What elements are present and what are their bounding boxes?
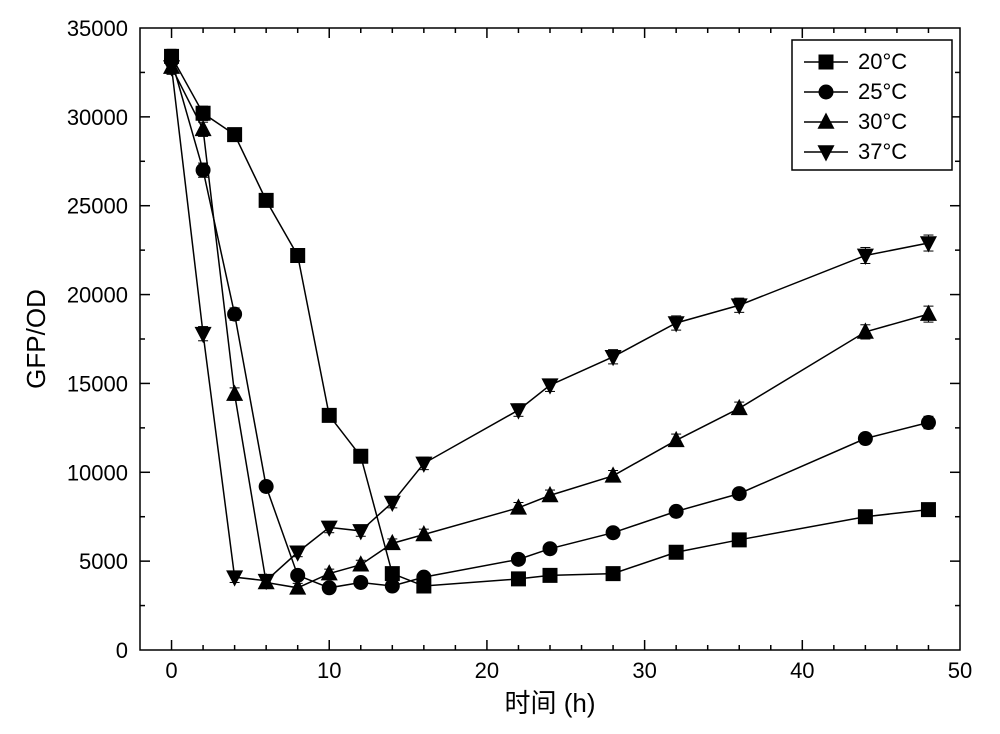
chart-container: 0 10 20 30 40 50 0 5000 10000 15000 20000 25000 3000… <box>0 0 1000 734</box>
data-marker <box>858 249 873 264</box>
x-tick-label: 10 <box>317 658 341 683</box>
legend-label: 30°C <box>858 109 907 134</box>
data-marker <box>259 480 273 494</box>
data-marker <box>353 525 368 540</box>
data-marker <box>732 533 746 547</box>
data-marker <box>732 487 746 501</box>
x-tick-label: 30 <box>632 658 656 683</box>
data-marker <box>385 567 399 581</box>
data-marker <box>858 432 872 446</box>
x-axis-label: 时间 (h) <box>504 688 595 718</box>
data-marker <box>228 307 242 321</box>
data-marker <box>543 542 557 556</box>
x-tick-label: 0 <box>165 658 177 683</box>
data-marker <box>353 556 368 571</box>
legend-label: 20°C <box>858 49 907 74</box>
data-marker <box>605 350 620 365</box>
y-tick-label: 10000 <box>67 460 128 485</box>
data-marker <box>511 404 526 419</box>
data-marker <box>921 306 936 321</box>
y-tick-label: 15000 <box>67 371 128 396</box>
data-marker <box>606 567 620 581</box>
data-marker <box>669 545 683 559</box>
x-tick-label: 50 <box>948 658 972 683</box>
data-marker <box>668 432 683 447</box>
data-marker <box>354 575 368 589</box>
data-marker <box>819 55 833 69</box>
data-marker <box>511 499 526 514</box>
data-marker <box>385 579 399 593</box>
legend: 20°C 25°C 30°C 37°C <box>792 40 952 170</box>
data-marker <box>511 552 525 566</box>
data-marker <box>668 317 683 332</box>
data-marker <box>228 128 242 142</box>
data-marker <box>819 85 833 99</box>
y-tick-label: 5000 <box>79 549 128 574</box>
x-tick-label: 20 <box>475 658 499 683</box>
data-marker <box>259 193 273 207</box>
line-chart: 0 10 20 30 40 50 0 5000 10000 15000 20000 25000 3000… <box>0 0 1000 734</box>
data-marker <box>858 510 872 524</box>
y-tick-label: 20000 <box>67 283 128 308</box>
y-tick-label: 25000 <box>67 194 128 219</box>
data-marker <box>227 386 242 401</box>
legend-label: 25°C <box>858 79 907 104</box>
y-tick-label: 30000 <box>67 105 128 130</box>
data-marker <box>195 327 210 342</box>
data-marker <box>921 503 935 517</box>
y-tick-label: 0 <box>116 638 128 663</box>
y-axis-label: GFP/OD <box>21 289 51 389</box>
data-marker <box>543 568 557 582</box>
data-marker <box>921 416 935 430</box>
data-marker <box>291 248 305 262</box>
data-marker <box>605 467 620 482</box>
data-marker <box>511 572 525 586</box>
data-marker <box>669 504 683 518</box>
data-marker <box>732 400 747 415</box>
data-marker <box>322 581 336 595</box>
data-marker <box>354 449 368 463</box>
legend-label: 37°C <box>858 139 907 164</box>
data-marker <box>322 408 336 422</box>
data-marker <box>385 496 400 511</box>
data-marker <box>542 379 557 394</box>
data-marker <box>195 121 210 136</box>
y-tick-label: 35000 <box>67 16 128 41</box>
x-tick-label: 40 <box>790 658 814 683</box>
data-marker <box>606 526 620 540</box>
data-marker <box>417 570 431 584</box>
